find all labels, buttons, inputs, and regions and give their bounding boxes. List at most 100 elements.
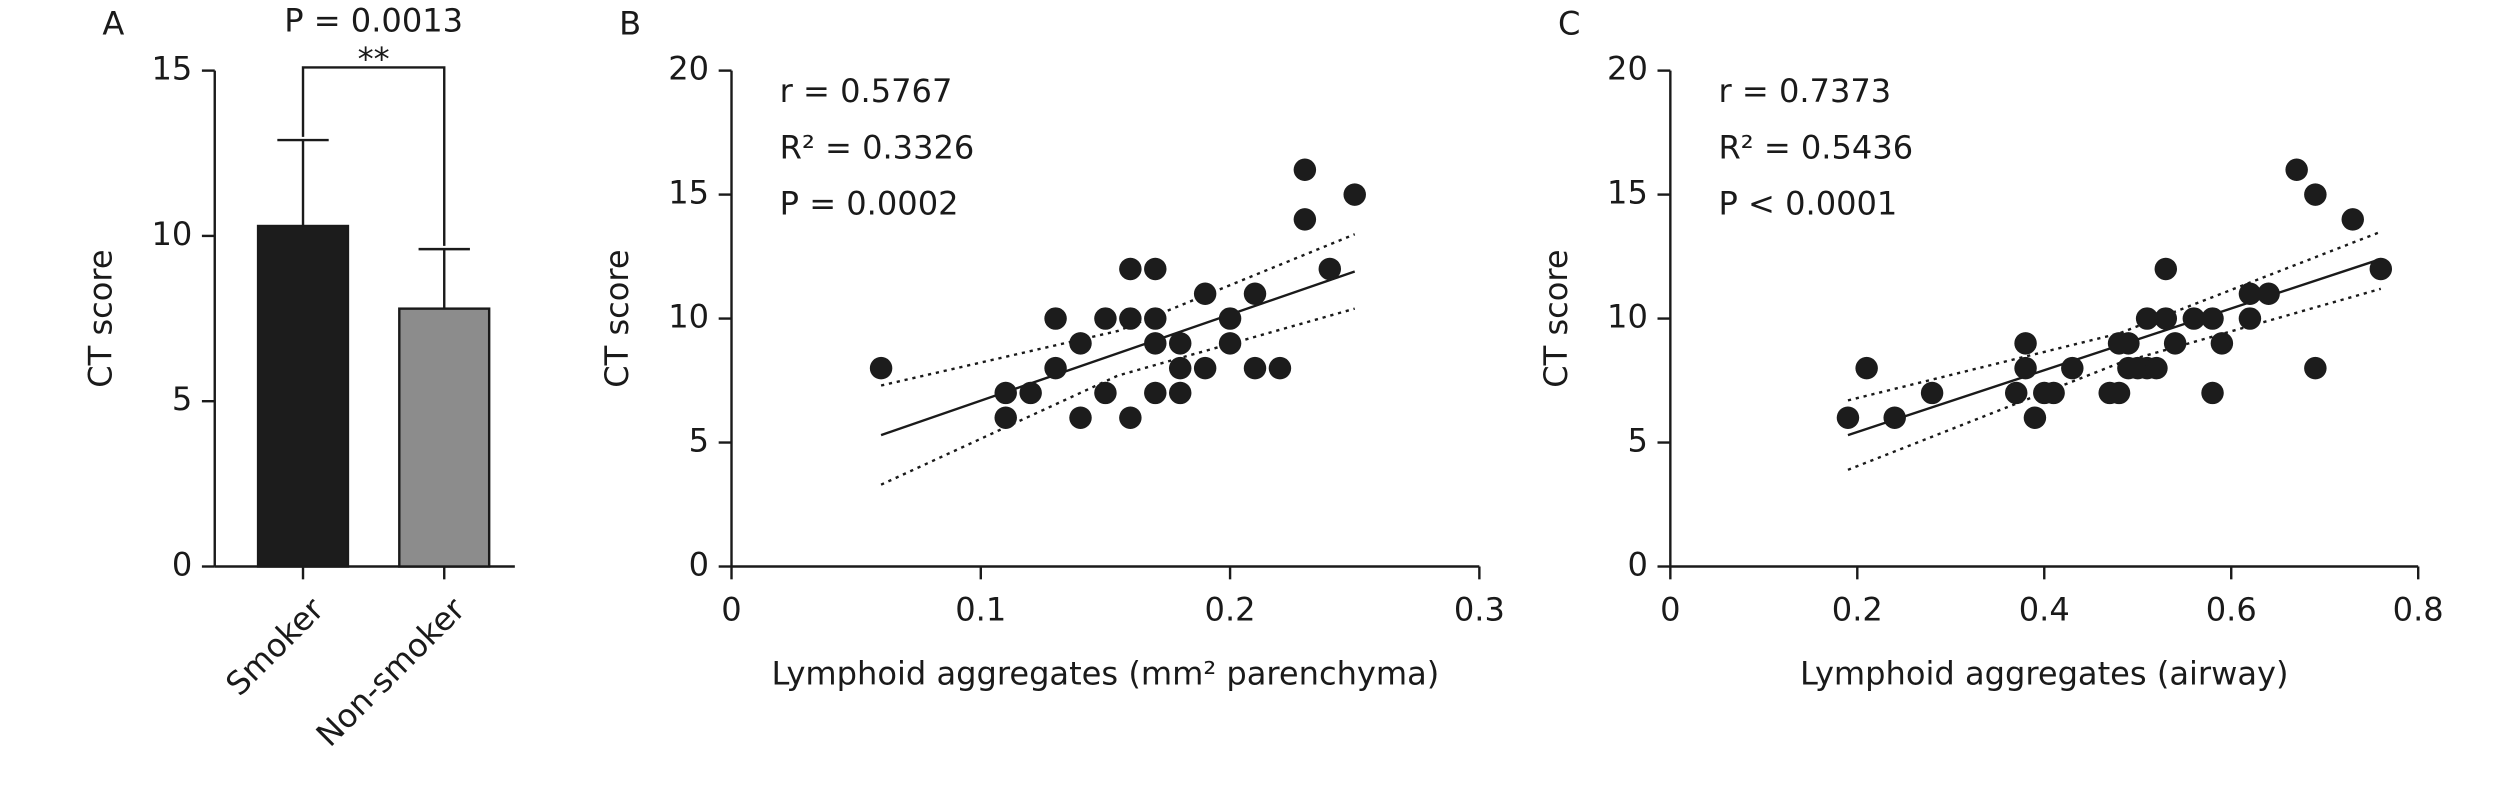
point xyxy=(1144,307,1167,330)
point xyxy=(2154,257,2178,281)
point xyxy=(2042,381,2065,405)
point xyxy=(2304,183,2327,206)
point xyxy=(2154,307,2178,330)
point xyxy=(1193,356,1217,380)
point xyxy=(1094,381,1117,405)
x-tick-label: 0.2 xyxy=(1205,590,1256,628)
y-axis-title: CT score xyxy=(1537,249,1575,387)
point xyxy=(1119,307,1142,330)
y-tick-label: 10 xyxy=(1607,298,1648,336)
point xyxy=(1293,158,1317,182)
point xyxy=(1920,381,1944,405)
panel-label: A xyxy=(102,5,124,43)
point xyxy=(2117,332,2140,355)
point xyxy=(2257,282,2280,305)
y-tick-label: 5 xyxy=(172,380,192,418)
x-tick-label: 0.3 xyxy=(1454,590,1505,628)
point xyxy=(1144,332,1167,355)
stat-text: r = 0.7373 xyxy=(1718,72,1891,110)
point xyxy=(2014,356,2037,380)
point xyxy=(2061,356,2084,380)
y-tick-label: 10 xyxy=(151,215,192,253)
point xyxy=(2210,332,2234,355)
x-tick-label: 0.4 xyxy=(2019,590,2070,628)
x-tick-label: Non-smoker xyxy=(309,590,473,754)
point xyxy=(1343,183,1366,206)
point xyxy=(1293,208,1317,231)
y-axis-title: CT score xyxy=(81,249,119,387)
p-value: P = 0.0013 xyxy=(284,1,463,39)
y-axis-title: CT score xyxy=(598,249,636,387)
y-tick-label: 15 xyxy=(1607,174,1648,212)
point xyxy=(1855,356,1878,380)
point xyxy=(1119,406,1142,429)
point xyxy=(2238,282,2262,305)
y-tick-label: 10 xyxy=(668,298,709,336)
y-tick-label: 5 xyxy=(1627,422,1647,460)
stat-text: R² = 0.3326 xyxy=(780,128,975,166)
point xyxy=(1144,257,1167,281)
point xyxy=(1069,406,1092,429)
point xyxy=(1168,381,1192,405)
point xyxy=(2201,381,2224,405)
point xyxy=(2145,356,2168,380)
x-tick-label: 0.1 xyxy=(955,590,1006,628)
x-axis-title: Lymphoid aggregates (airway) xyxy=(1800,655,2288,693)
point xyxy=(2163,332,2187,355)
point xyxy=(1094,307,1117,330)
stat-text: P < 0.0001 xyxy=(1718,184,1897,222)
ci-upper xyxy=(880,233,1356,387)
point xyxy=(2004,381,2028,405)
point xyxy=(1168,332,1192,355)
y-tick-label: 0 xyxy=(172,546,192,584)
x-tick-label: 0.2 xyxy=(1832,590,1883,628)
point xyxy=(1836,406,1860,429)
point xyxy=(1243,356,1267,380)
point xyxy=(1168,356,1192,380)
point xyxy=(1144,381,1167,405)
point xyxy=(1019,381,1042,405)
point xyxy=(1268,356,1292,380)
bar xyxy=(256,224,350,568)
point xyxy=(869,356,893,380)
stat-text: P = 0.0002 xyxy=(780,184,959,222)
y-tick-label: 20 xyxy=(1607,50,1648,88)
ci-lower xyxy=(1847,287,2382,471)
y-tick-label: 5 xyxy=(689,422,709,460)
ci-lower xyxy=(880,307,1356,486)
point xyxy=(1883,406,1906,429)
point xyxy=(1243,282,1267,305)
point xyxy=(2285,158,2308,182)
significance-stars: ** xyxy=(358,40,390,78)
point xyxy=(1218,332,1242,355)
point xyxy=(1193,282,1217,305)
y-tick-label: 20 xyxy=(668,50,709,88)
x-tick-label: 0 xyxy=(721,590,741,628)
point xyxy=(2238,307,2262,330)
y-tick-label: 15 xyxy=(151,50,192,88)
panel-label: C xyxy=(1558,5,1580,43)
bar xyxy=(398,307,491,568)
point xyxy=(2135,307,2159,330)
ci-upper xyxy=(1847,230,2382,402)
point xyxy=(1318,257,1342,281)
x-tick-label: Smoker xyxy=(218,590,331,703)
point xyxy=(1069,332,1092,355)
point xyxy=(2023,406,2047,429)
point xyxy=(1044,307,1067,330)
stat-text: R² = 0.5436 xyxy=(1718,128,1913,166)
point xyxy=(994,381,1017,405)
significance-bracket xyxy=(301,66,446,246)
panel-label: B xyxy=(619,5,641,43)
point xyxy=(1119,257,1142,281)
y-tick-label: 0 xyxy=(1627,546,1647,584)
x-tick-label: 0 xyxy=(1660,590,1680,628)
point xyxy=(2182,307,2206,330)
point xyxy=(1218,307,1242,330)
x-axis-title: Lymphoid aggregates (mm² parenchyma) xyxy=(772,655,1440,693)
y-tick-label: 15 xyxy=(668,174,709,212)
point xyxy=(2341,208,2364,231)
point xyxy=(2201,307,2224,330)
fit xyxy=(880,270,1356,437)
